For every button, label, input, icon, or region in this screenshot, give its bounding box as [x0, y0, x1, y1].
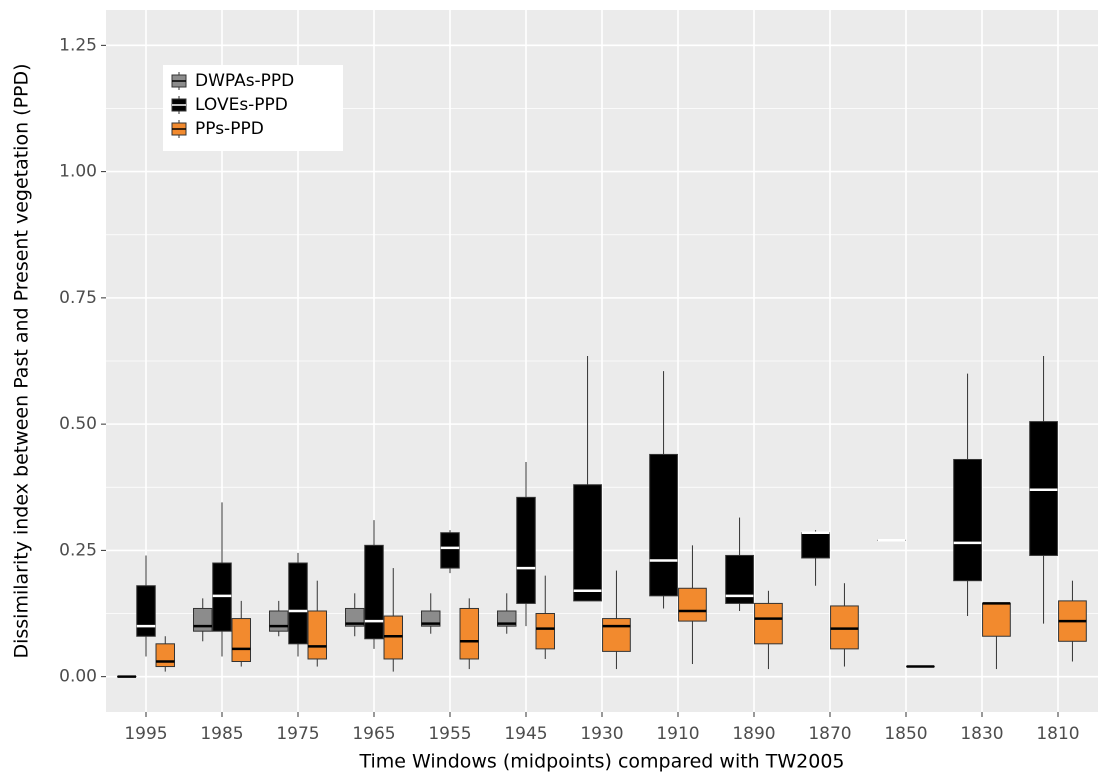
- legend-label: LOVEs-PPD: [195, 95, 288, 115]
- box: [953, 458, 982, 582]
- x-tick-label: 1955: [428, 724, 471, 744]
- y-tick-label: 1.00: [59, 162, 97, 182]
- x-tick-label: 1830: [960, 724, 1003, 744]
- box: [269, 610, 289, 632]
- box: [982, 602, 1011, 637]
- box: [307, 610, 327, 660]
- box: [193, 607, 213, 632]
- x-tick-label: 1985: [200, 724, 243, 744]
- box: [678, 587, 707, 622]
- x-tick-label: 1890: [732, 724, 775, 744]
- box: [1029, 421, 1058, 556]
- box: [212, 562, 232, 632]
- legend-label: DWPAs-PPD: [195, 71, 294, 91]
- box: [440, 532, 460, 569]
- box: [649, 453, 678, 597]
- box: [155, 643, 175, 668]
- x-tick-label: 1995: [124, 724, 167, 744]
- x-tick-label: 1910: [656, 724, 699, 744]
- x-tick-label: 1945: [504, 724, 547, 744]
- y-tick-label: 1.25: [59, 35, 97, 55]
- legend-label: PPs-PPD: [195, 119, 264, 139]
- box: [364, 544, 384, 640]
- marks: [117, 355, 1087, 678]
- x-tick-label: 1975: [276, 724, 319, 744]
- box: [136, 585, 156, 637]
- box: [231, 618, 251, 662]
- x-tick-label: 1810: [1036, 724, 1079, 744]
- box: [801, 532, 830, 559]
- box: [345, 607, 365, 627]
- x-axis-title: Time Windows (midpoints) compared with T…: [358, 751, 844, 773]
- box: [535, 613, 555, 650]
- box: [459, 607, 479, 660]
- box: [497, 610, 517, 627]
- legend-box: [163, 65, 343, 151]
- y-tick-label: 0.25: [59, 540, 97, 560]
- x-tick-label: 1930: [580, 724, 623, 744]
- y-tick-label: 0.50: [59, 414, 97, 434]
- y-axis-title: Dissimilarity index between Past and Pre…: [11, 63, 33, 658]
- box: [830, 605, 859, 650]
- y-tick-label: 0.75: [59, 288, 97, 308]
- x-tick-label: 1870: [808, 724, 851, 744]
- box: [288, 562, 308, 645]
- x-tick-label: 1965: [352, 724, 395, 744]
- box: [383, 615, 403, 660]
- box: [754, 602, 783, 645]
- x-tick-label: 1850: [884, 724, 927, 744]
- box: [573, 484, 602, 602]
- y-tick-label: 0.00: [59, 667, 97, 687]
- box: [602, 618, 631, 652]
- box: [421, 610, 441, 627]
- box: [516, 496, 536, 604]
- legend: DWPAs-PPD LOVEs-PPD PPs-PPD: [163, 65, 343, 151]
